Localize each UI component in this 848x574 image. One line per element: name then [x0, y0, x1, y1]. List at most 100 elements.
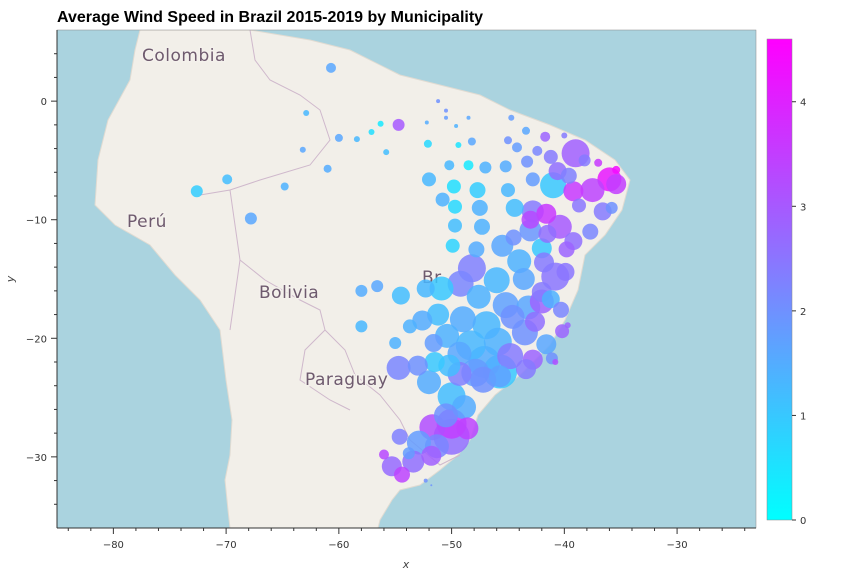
- data-point-74: [534, 252, 554, 273]
- data-point-60: [536, 203, 557, 224]
- data-point-103: [497, 343, 524, 370]
- data-point-67: [538, 224, 557, 243]
- data-point-64: [448, 218, 462, 233]
- south-america-land: [94, 30, 631, 528]
- data-point-23: [512, 142, 522, 153]
- data-point-28: [594, 158, 603, 167]
- data-point-110: [424, 352, 445, 372]
- data-point-113: [489, 365, 512, 388]
- data-point-146: [505, 229, 522, 246]
- y-tick-label: −20: [26, 334, 47, 345]
- data-point-88: [427, 303, 450, 326]
- y-tick-label: −30: [26, 453, 47, 464]
- data-point-133: [423, 478, 428, 483]
- data-point-57: [471, 199, 488, 216]
- colorbar-tick-label: 1: [800, 411, 806, 422]
- x-axis-label: x: [402, 558, 410, 571]
- chart-title: Average Wind Speed in Brazil 2015-2019 b…: [57, 9, 483, 26]
- data-point-35: [323, 164, 332, 173]
- data-point-130: [394, 466, 410, 483]
- data-point-54: [501, 183, 515, 198]
- colorbar-tick-label: 2: [800, 307, 806, 318]
- data-point-119: [434, 403, 458, 428]
- data-point-29: [612, 165, 621, 174]
- data-point-39: [244, 212, 257, 225]
- data-point-11: [504, 136, 512, 145]
- data-point-135: [355, 284, 368, 297]
- data-point-99: [536, 334, 557, 355]
- data-point-56: [448, 199, 462, 214]
- data-point-134: [430, 484, 433, 487]
- data-point-45: [521, 155, 534, 168]
- data-point-0: [326, 62, 336, 73]
- data-point-4: [424, 120, 429, 125]
- data-point-44: [499, 160, 512, 173]
- y-tick-label: 0: [41, 97, 47, 108]
- data-point-10: [561, 132, 568, 139]
- data-point-131: [402, 447, 415, 460]
- data-point-92: [525, 311, 545, 332]
- data-point-2: [444, 108, 448, 113]
- data-point-36: [280, 182, 289, 191]
- data-point-109: [516, 359, 536, 380]
- data-point-122: [456, 417, 479, 440]
- data-point-8: [522, 126, 530, 135]
- data-point-77: [483, 267, 510, 294]
- country-borders: [199, 30, 461, 466]
- data-point-42: [463, 160, 474, 171]
- data-point-138: [416, 279, 435, 298]
- data-point-19: [383, 149, 390, 156]
- data-point-12: [303, 110, 310, 116]
- y-axis-label: y: [4, 275, 17, 283]
- data-point-93: [555, 324, 570, 339]
- data-point-40: [422, 172, 436, 187]
- map-label-bolivia: Bolivia: [259, 283, 319, 303]
- data-point-43: [479, 161, 492, 174]
- data-point-82: [447, 270, 474, 297]
- data-point-3: [444, 115, 448, 120]
- data-point-18: [299, 146, 306, 153]
- x-ticks: −80 −70 −60 −50 −40 −30: [67, 528, 746, 551]
- data-point-16: [353, 136, 360, 143]
- data-point-14: [377, 120, 384, 127]
- data-point-27: [578, 154, 591, 167]
- colorbar-tick-label: 0: [800, 516, 806, 527]
- data-point-51: [572, 198, 586, 213]
- data-point-75: [556, 262, 575, 281]
- data-point-38: [222, 174, 233, 185]
- data-point-52: [446, 179, 461, 194]
- data-point-46: [525, 172, 540, 187]
- data-point-81: [429, 276, 454, 301]
- colorbar: [766, 38, 793, 521]
- data-point-48: [560, 167, 577, 184]
- data-point-78: [512, 268, 535, 290]
- points-layer: [190, 62, 627, 487]
- basemap: Colombia Perú Bolivia Paraguay Br: [57, 30, 756, 528]
- data-point-37: [190, 185, 203, 198]
- data-point-140: [389, 337, 402, 349]
- colorbar-tick-label: 4: [800, 98, 806, 109]
- data-point-126: [391, 428, 408, 445]
- data-point-53: [469, 182, 486, 199]
- data-point-143: [552, 359, 559, 365]
- data-point-65: [474, 218, 490, 235]
- data-point-141: [402, 319, 417, 334]
- data-point-13: [392, 118, 405, 131]
- data-point-55: [435, 192, 450, 207]
- data-point-1: [436, 99, 441, 104]
- y-ticks: 0 −10 −20 −30: [26, 53, 57, 505]
- data-point-87: [553, 301, 569, 318]
- data-point-62: [582, 223, 599, 240]
- data-point-41: [444, 160, 455, 171]
- data-point-32: [580, 178, 605, 203]
- data-point-31: [606, 174, 627, 195]
- x-tick-label: −40: [554, 540, 575, 551]
- x-tick-label: −30: [667, 540, 688, 551]
- data-point-58: [505, 198, 524, 217]
- data-point-89: [449, 306, 476, 333]
- data-point-73: [507, 249, 532, 274]
- data-point-139: [355, 320, 368, 333]
- data-point-94: [412, 310, 433, 331]
- data-point-136: [371, 280, 384, 293]
